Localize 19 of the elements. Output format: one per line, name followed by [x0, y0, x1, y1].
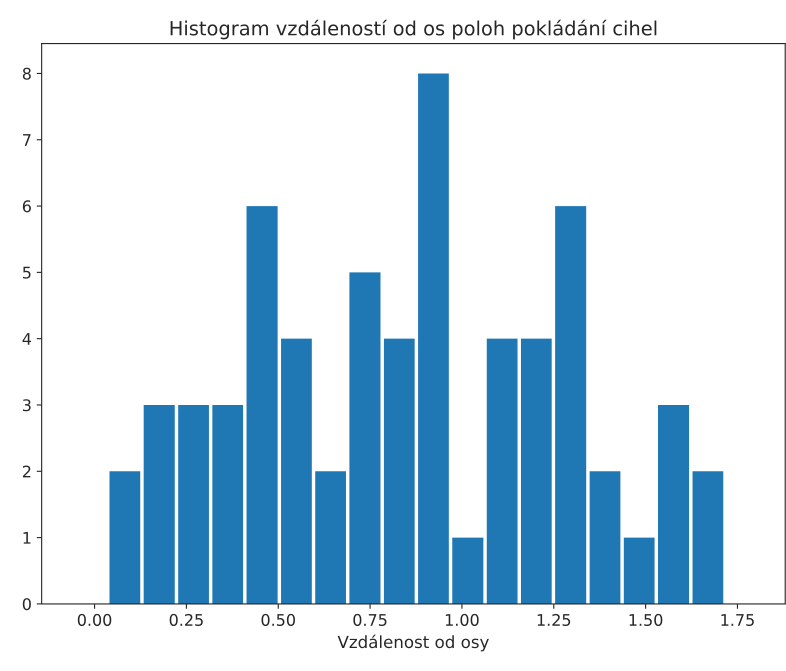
y-tick-label: 1: [24, 532, 30, 544]
y-tick-label: 2: [22, 466, 30, 478]
y-tick-label: 4: [22, 333, 32, 345]
y-tick-label: 8: [22, 68, 31, 80]
y-tick-label: 3: [22, 399, 31, 412]
y-tick-label: 5: [23, 266, 31, 279]
x-axis-title: Vzdálenost od osy: [338, 634, 489, 652]
x-tick-label: 0.75: [353, 614, 386, 626]
y-tick-label: 6: [22, 200, 31, 212]
x-tick-label: 1.00: [446, 614, 479, 626]
x-tick-label: 1.50: [630, 614, 662, 626]
y-tick-label: 7: [23, 134, 31, 146]
x-tick-label: 0.25: [170, 614, 203, 626]
chart-title: Histogram vzdáleností od os poloh pokládání cihel: [170, 20, 656, 40]
x-tick-label: 0.00: [78, 614, 112, 626]
x-tick-label: 1.25: [538, 614, 570, 626]
x-tick-label: 0.50: [262, 614, 295, 626]
x-tick-label: 1.75: [721, 614, 754, 626]
y-tick-label: 0: [22, 598, 31, 610]
